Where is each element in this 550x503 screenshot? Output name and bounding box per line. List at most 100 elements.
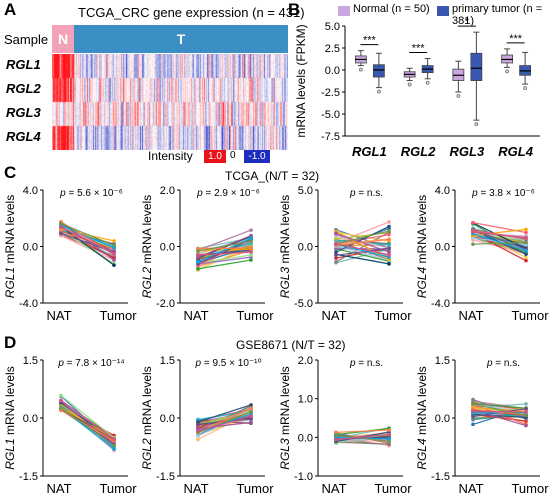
paired-sample-point xyxy=(249,258,253,262)
paired-sample-line xyxy=(335,247,390,256)
paired-sample-point xyxy=(59,398,63,402)
paired-plot-y-axis-label: RGL3 mRNA levels xyxy=(278,366,292,469)
paired-plot-y-tick-label: 1.5 xyxy=(160,355,175,367)
paired-sample-point xyxy=(334,242,338,246)
paired-plot-pvalue: p = 9.5 × 10⁻¹⁰ xyxy=(195,358,262,369)
paired-sample-point xyxy=(334,260,338,264)
boxplot-y-tick-label: 2.5 xyxy=(325,43,340,55)
paired-sample-line xyxy=(335,221,390,244)
paired-sample-point xyxy=(471,409,475,414)
paired-sample-point xyxy=(334,231,338,236)
paired-sample-line xyxy=(60,225,115,266)
paired-sample-point xyxy=(387,246,391,250)
paired-sample-point xyxy=(471,220,475,225)
paired-sample-point xyxy=(334,437,338,442)
paired-sample-line xyxy=(335,433,390,441)
paired-plot-pvalue: p = n.s. xyxy=(486,358,520,369)
boxplot-category-label: RGL1 xyxy=(352,144,387,159)
paired-sample-line xyxy=(472,241,527,245)
legend-low-swatch: -1.0 xyxy=(244,150,270,163)
paired-plot-pvalue: p = 5.6 × 10⁻⁶ xyxy=(59,188,123,199)
paired-sample-line xyxy=(472,233,527,252)
boxplot-category-label: RGL4 xyxy=(498,144,533,159)
paired-sample-point xyxy=(471,402,475,406)
paired-plot-x-label-nat: NAT xyxy=(183,308,208,323)
paired-plot-y-tick-label: 2.0 xyxy=(160,185,175,197)
paired-sample-point xyxy=(196,267,200,271)
paired-sample-point xyxy=(249,246,253,250)
paired-sample-line xyxy=(197,251,252,256)
paired-plot-pvalue: p = n.s. xyxy=(349,188,383,199)
paired-sample-point xyxy=(249,414,253,419)
paired-sample-point xyxy=(387,439,391,444)
paired-plot-pvalue: p = 7.8 × 10⁻¹⁴ xyxy=(57,358,124,369)
paired-sample-line xyxy=(335,429,390,434)
paired-sample-point xyxy=(334,253,338,258)
paired-plot-x-label-nat: NAT xyxy=(458,481,483,496)
paired-sample-line xyxy=(60,394,115,439)
paired-sample-point xyxy=(524,423,528,428)
paired-sample-point xyxy=(196,255,200,260)
paired-sample-point xyxy=(249,228,253,232)
paired-plot-x-label-tumor: Tumor xyxy=(99,481,137,496)
paired-sample-line xyxy=(472,403,527,416)
panel-a-label: A xyxy=(4,0,17,19)
legend-normal-label: Normal (n = 50) xyxy=(353,3,430,15)
paired-sample-point xyxy=(387,232,391,237)
paired-plot-y-tick-label: -1.5 xyxy=(19,471,38,483)
paired-plot-x-label-nat: NAT xyxy=(183,481,208,496)
paired-sample-point xyxy=(524,258,528,263)
significance-label: *** xyxy=(509,33,523,45)
paired-sample-point xyxy=(249,417,253,421)
paired-sample-point xyxy=(112,251,116,256)
paired-plot-x-label-nat: NAT xyxy=(46,308,71,323)
paired-sample-point xyxy=(249,406,253,410)
paired-sample-line xyxy=(60,399,115,440)
paired-plot-y-tick-label: -1.5 xyxy=(156,471,175,483)
paired-plot-y-tick-label: 5.0 xyxy=(298,185,313,197)
paired-sample-point xyxy=(524,252,528,257)
paired-sample-point xyxy=(112,243,116,248)
box-outlier xyxy=(358,67,363,72)
intensity-label: Intensity xyxy=(148,149,193,163)
paired-plot-x-label-nat: NAT xyxy=(46,481,71,496)
paired-sample-point xyxy=(196,260,200,264)
paired-sample-point xyxy=(524,227,528,232)
paired-sample-point xyxy=(112,437,116,441)
panel-b-label: B xyxy=(288,0,301,19)
paired-sample-line xyxy=(197,259,252,270)
paired-plot-y-axis-label: RGL4 mRNA levels xyxy=(415,366,429,469)
paired-sample-point xyxy=(249,250,253,254)
paired-plot-y-tick-label: 4.0 xyxy=(23,185,38,197)
paired-sample-line xyxy=(60,223,115,246)
paired-sample-point xyxy=(334,250,338,254)
paired-sample-line xyxy=(60,226,115,254)
paired-sample-point xyxy=(112,447,116,451)
paired-sample-point xyxy=(471,414,475,419)
paired-sample-line xyxy=(197,415,252,432)
paired-sample-point xyxy=(334,237,338,241)
paired-sample-line xyxy=(60,407,115,447)
paired-plot-x-label-tumor: Tumor xyxy=(374,481,412,496)
boxplot-y-tick-label: -7.5 xyxy=(321,131,340,143)
paired-sample-point xyxy=(524,240,528,245)
paired-sample-line xyxy=(335,225,390,253)
paired-plot-pvalue: p = 3.8 × 10⁻⁶ xyxy=(471,188,535,199)
legend-normal-swatch xyxy=(338,6,350,16)
paired-plot-y-tick-label: 0.0 xyxy=(160,413,175,425)
legend-tumor-swatch xyxy=(437,6,449,16)
paired-sample-point xyxy=(387,237,391,242)
paired-sample-point xyxy=(471,242,475,246)
paired-sample-point xyxy=(334,430,338,435)
paired-plot-x-label-tumor: Tumor xyxy=(99,308,137,323)
paired-sample-point xyxy=(196,253,200,257)
paired-sample-point xyxy=(387,250,391,254)
boxplot-y-tick-label: -5.0 xyxy=(321,109,340,121)
paired-plot-y-tick-label: 0.0 xyxy=(23,242,38,254)
paired-sample-line xyxy=(197,256,252,265)
heatmap-gene-label: RGL3 xyxy=(6,105,41,120)
paired-plot-pvalue: p = 2.9 × 10⁻⁶ xyxy=(196,188,260,199)
boxplot-y-tick-label: -2.5 xyxy=(321,87,340,99)
box-outlier xyxy=(523,86,528,90)
paired-sample-point xyxy=(524,230,528,235)
